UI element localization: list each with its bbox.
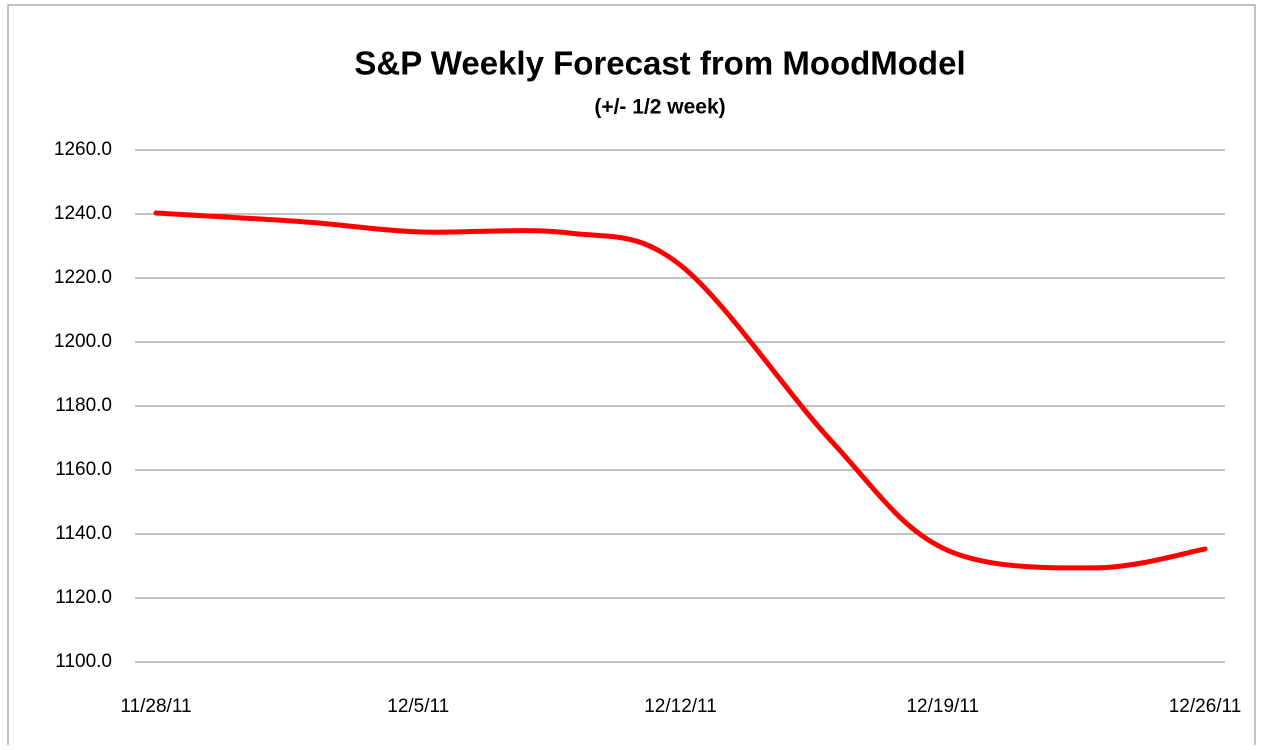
y-tick-label: 1260.0 (54, 139, 112, 160)
y-tick-label: 1200.0 (54, 331, 112, 352)
data-line (153, 210, 1208, 571)
chart-subtitle: (+/- 1/2 week) (594, 96, 725, 119)
y-tick-label: 1220.0 (54, 267, 112, 288)
y-tick-label: 1180.0 (55, 395, 112, 416)
y-tick-label: 1160.0 (55, 459, 112, 480)
chart-title: S&P Weekly Forecast from MoodModel (354, 45, 965, 82)
x-tick-label: 12/12/11 (644, 696, 717, 717)
x-tick-label: 12/26/11 (1169, 696, 1242, 717)
x-tick-label: 12/5/11 (387, 696, 449, 717)
y-tick-label: 1100.0 (55, 651, 112, 672)
x-tick-label: 11/28/11 (120, 696, 191, 717)
y-tick-label: 1140.0 (55, 523, 112, 544)
y-tick-label: 1240.0 (54, 203, 112, 224)
x-tick-label: 12/19/11 (906, 696, 979, 717)
y-tick-label: 1120.0 (55, 587, 112, 608)
chart-frame (7, 4, 1256, 745)
